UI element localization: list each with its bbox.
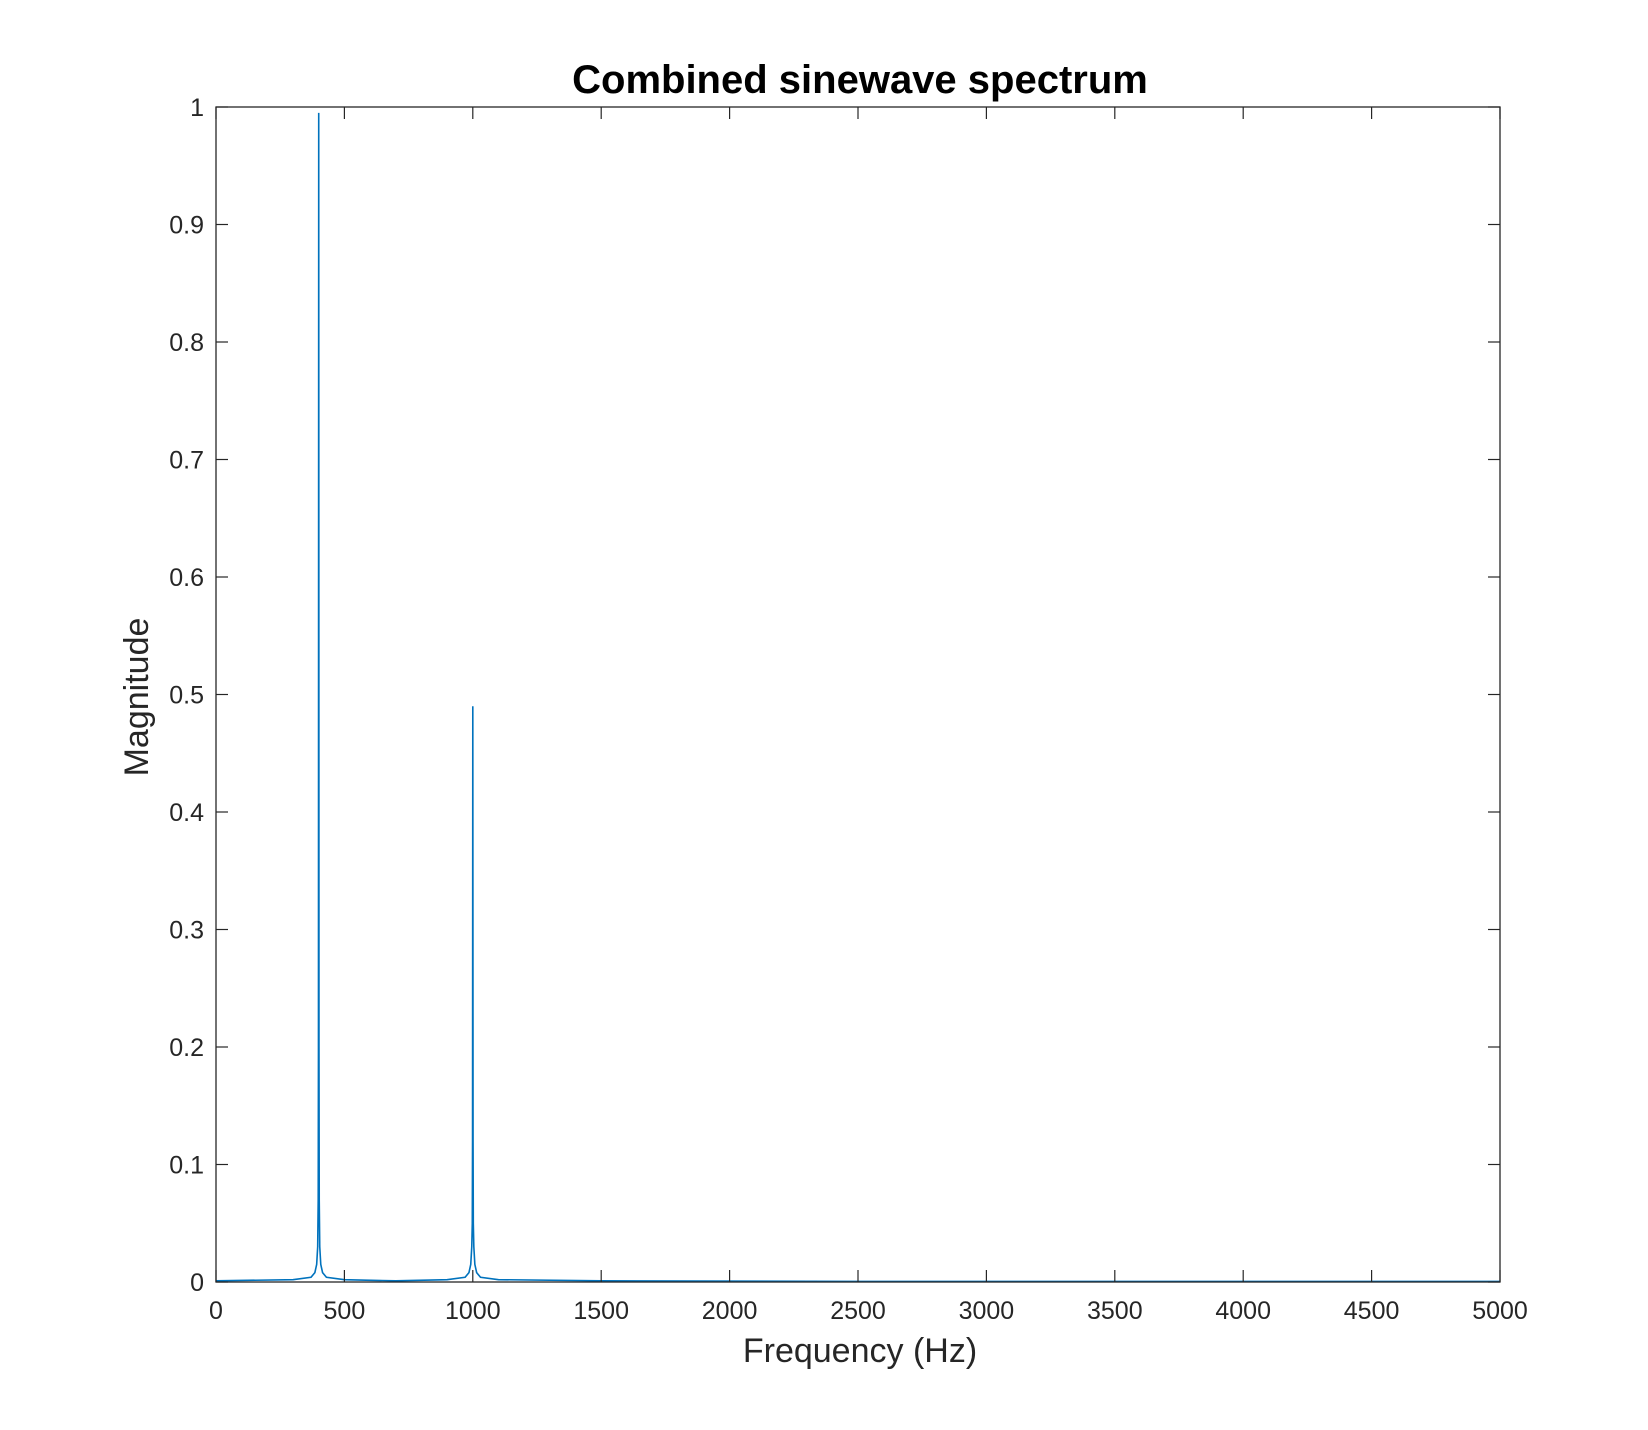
x-tick-label: 4500: [1344, 1297, 1400, 1325]
y-axis-label: Magnitude: [118, 618, 156, 777]
x-tick-label: 0: [209, 1297, 223, 1325]
x-tick-label: 3500: [1087, 1297, 1143, 1325]
series-line-0: [215, 112, 1500, 1283]
x-tick-label: 2000: [702, 1297, 758, 1325]
y-tick-label: 0.4: [169, 799, 204, 827]
y-tick-label: 0.6: [169, 564, 204, 592]
y-tick-label: 1: [190, 94, 204, 122]
y-tick-label: 0.2: [169, 1034, 204, 1062]
x-axis-label: Frequency (Hz): [743, 1332, 977, 1370]
axes-box: [215, 106, 1501, 1283]
y-tick-label: 0: [190, 1269, 204, 1297]
plot-area: 0 500 1000 1500 2000 2500 3000 3500 4000 4500 5000…: [169, 94, 1528, 1325]
y-tick-label: 0.3: [169, 917, 204, 945]
x-tick-label: 5000: [1472, 1297, 1528, 1325]
x-tick-label: 2500: [830, 1297, 886, 1325]
y-tick-label: 0.8: [169, 329, 204, 357]
y-tick-label: 0.1: [169, 1152, 204, 1180]
x-tick-label: 500: [324, 1297, 366, 1325]
chart-title: Combined sinewave spectrum: [572, 58, 1148, 102]
x-tick-label: 1000: [445, 1297, 501, 1325]
x-tick-label: 4000: [1215, 1297, 1271, 1325]
y-tick-label: 0.5: [169, 682, 204, 710]
y-tick-label: 0.9: [169, 212, 204, 240]
x-tick-label: 1500: [573, 1297, 629, 1325]
x-tick-label: 3000: [959, 1297, 1015, 1325]
y-tick-label: 0.7: [169, 447, 204, 475]
